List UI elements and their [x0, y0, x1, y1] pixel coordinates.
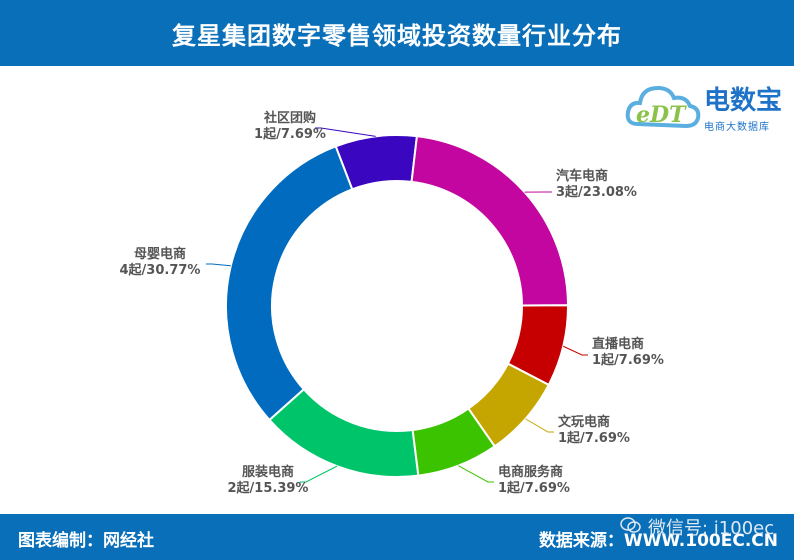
slice-1	[410, 135, 570, 307]
slice-6	[225, 145, 354, 422]
edt-logo: eDT 电数宝 电商大数据库	[624, 72, 792, 138]
leader-line-2	[562, 345, 588, 356]
logo-name: 电数宝	[704, 86, 783, 116]
slice-5	[268, 387, 420, 478]
slice-label-name-1: 汽车电商	[556, 168, 608, 184]
slice-label-value-0: 1起/7.69%	[254, 126, 326, 142]
slice-label-value-6: 4起/30.77%	[120, 262, 201, 278]
leader-line-5	[300, 465, 338, 483]
leader-line-3	[525, 418, 554, 433]
slice-label-name-3: 文玩电商	[558, 414, 610, 430]
slice-label-value-5: 2起/15.39%	[228, 480, 309, 496]
slice-label-name-4: 电商服务商	[498, 464, 563, 480]
slice-label-value-3: 1起/7.69%	[558, 430, 630, 446]
logo-tagline: 电商大数据库	[704, 122, 770, 133]
wechat-watermark: 微信号: i100ec	[620, 514, 774, 540]
donut-chart: 社区团购1起/7.69%汽车电商3起/23.08%直播电商1起/7.69%文玩电…	[120, 110, 664, 496]
slice-label-name-5: 服装电商	[242, 464, 294, 480]
slice-label-name-0: 社区团购	[263, 110, 316, 126]
slice-label-name-6: 母婴电商	[134, 246, 186, 262]
cloud-icon: eDT	[625, 85, 701, 129]
slice-label-name-2: 直播电商	[592, 336, 644, 352]
data-source: 数据来源：WWW.100EC.CN	[538, 531, 778, 551]
wechat-icon	[620, 516, 642, 539]
leader-line-6	[206, 263, 231, 267]
header-bar: 复星集团数字零售领域投资数量行业分布	[0, 0, 794, 66]
slice-label-value-2: 1起/7.69%	[592, 352, 664, 368]
wechat-id: 微信号: i100ec	[648, 518, 775, 539]
chart-title: 复星集团数字零售领域投资数量行业分布	[172, 21, 622, 50]
leader-line-4	[458, 465, 494, 483]
leader-line-0	[315, 127, 376, 137]
chart-credit: 图表编制：网经社	[18, 531, 154, 551]
logo-mark: eDT	[636, 102, 687, 128]
slice-label-value-4: 1起/7.69%	[498, 480, 570, 496]
slice-label-value-1: 3起/23.08%	[556, 184, 637, 200]
footer-bar: 图表编制：网经社 数据来源：WWW.100EC.CN	[0, 514, 794, 560]
